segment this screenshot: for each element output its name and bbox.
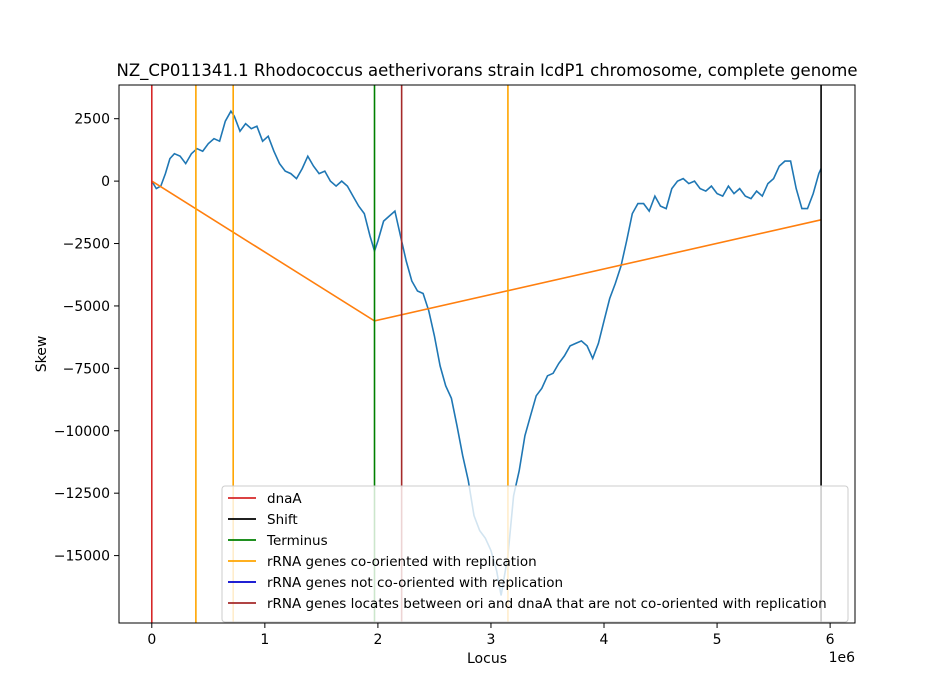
legend-entry-label: dnaA <box>267 491 302 507</box>
y-axis: 2500 0 −2500 −5000 −7500 −10000 −12500 −15000 <box>54 112 119 565</box>
plot-frame <box>118 84 856 624</box>
chart-title: NZ_CP011341.1 Rhodococcus aetherivorans … <box>117 61 858 81</box>
plot-area <box>150 85 822 623</box>
y-tick-label: −7500 <box>63 361 110 377</box>
legend-entry-label: rRNA genes co-oriented with replication <box>267 554 537 570</box>
x-axis-label: Locus <box>467 651 507 667</box>
legend-entry-label: rRNA genes not co-oriented with replicat… <box>267 575 563 591</box>
x-axis-offset-label: 1e6 <box>829 650 856 666</box>
x-tick-label: 6 <box>826 632 835 648</box>
x-tick-label: 5 <box>713 632 722 648</box>
legend-entry-label: Shift <box>267 512 298 528</box>
legend: dnaA Shift Terminus rRNA genes co-oriented … <box>221 485 849 623</box>
y-tick-label: 0 <box>101 174 110 190</box>
x-tick-label: 3 <box>486 632 495 648</box>
x-axis: 0 1 2 3 4 5 6 <box>147 623 835 648</box>
x-tick-label: 4 <box>600 632 609 648</box>
y-tick-label: 2500 <box>74 112 110 128</box>
y-tick-label: −5000 <box>63 299 110 315</box>
y-tick-label: −10000 <box>54 424 110 440</box>
legend-entry-label: rRNA genes locates between ori and dnaA … <box>267 596 827 612</box>
x-tick-label: 1 <box>260 632 269 648</box>
x-tick-label: 0 <box>147 632 156 648</box>
y-tick-label: −12500 <box>54 486 110 502</box>
x-tick-label: 2 <box>373 632 382 648</box>
y-tick-label: −2500 <box>63 237 110 253</box>
y-axis-label: Skew <box>34 336 50 373</box>
legend-box <box>221 485 849 623</box>
legend-entry-label: Terminus <box>266 533 328 549</box>
y-tick-label: −15000 <box>54 549 110 565</box>
trend-series-line <box>151 180 822 322</box>
